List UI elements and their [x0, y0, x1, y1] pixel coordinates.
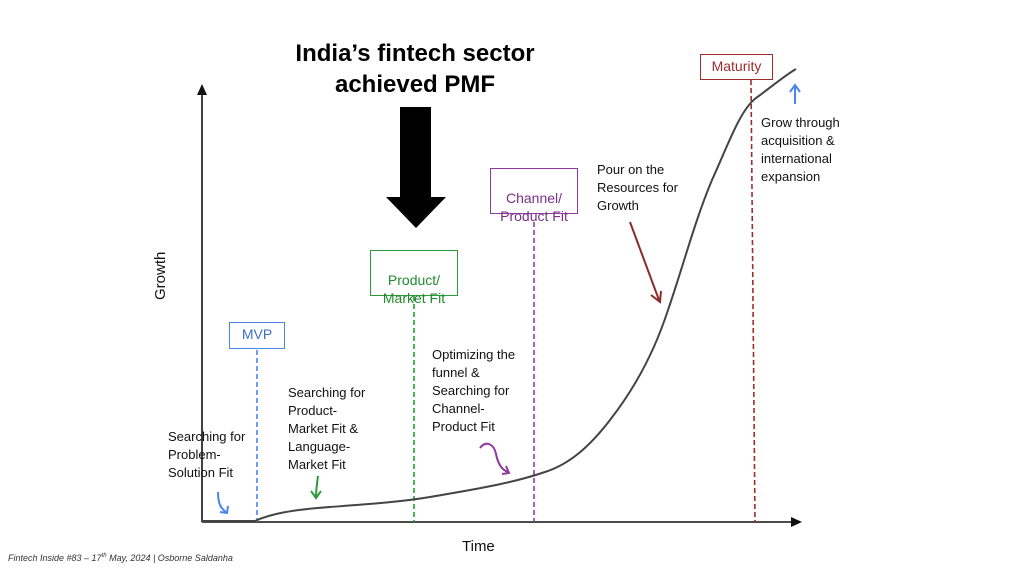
product-market-arrow — [310, 475, 322, 500]
mvp-label: MVP — [241, 326, 273, 342]
note-acquisition: Grow through acquisition & international… — [761, 115, 840, 184]
maturity-line — [750, 79, 756, 523]
footer-credit: Fintech Inside #83 – 17th May, 2024 | Os… — [8, 553, 233, 563]
x-axis-label: Time — [462, 538, 495, 555]
resources-arrow — [629, 221, 662, 304]
headline-line-2: achieved PMF — [334, 71, 496, 98]
y-axis-label: Growth — [152, 251, 169, 300]
note-problem-solution: Searching for Problem- Solution Fit — [168, 429, 246, 480]
headline-line-1: India’s fintech sector — [295, 40, 535, 67]
channel-label: Channel/ Product Fit — [500, 190, 568, 224]
maturity-label: Maturity — [711, 58, 762, 74]
footer-text-after: May, 2024 | Osborne Saldanha — [106, 553, 233, 563]
note-resources: Pour on the Resources for Growth — [597, 162, 678, 213]
pmf-pointer-arrow — [386, 107, 446, 228]
growth-curve — [202, 68, 797, 522]
acquisition-arrow — [789, 83, 801, 104]
footer-text-before: Fintech Inside #83 – 17 — [8, 553, 102, 563]
note-product-market: Searching for Product- Market Fit & Lang… — [288, 385, 366, 472]
pmf-label: Product/ Market Fit — [382, 272, 446, 306]
channel-box: Channel/ Product Fit — [490, 168, 578, 224]
note-funnel: Optimizing the funnel & Searching for Ch… — [432, 347, 516, 434]
problem-solution-arrow — [217, 491, 229, 515]
headline: India’s fintech sector achieved PMF — [260, 38, 570, 100]
maturity-box: Maturity — [700, 54, 773, 80]
y-axis-arrowhead — [197, 84, 207, 95]
x-axis-arrowhead — [791, 517, 802, 527]
footer-sup: th — [101, 553, 107, 559]
funnel-arrow — [479, 442, 511, 475]
mvp-box: MVP — [229, 322, 285, 349]
pmf-box: Product/ Market Fit — [370, 250, 458, 306]
